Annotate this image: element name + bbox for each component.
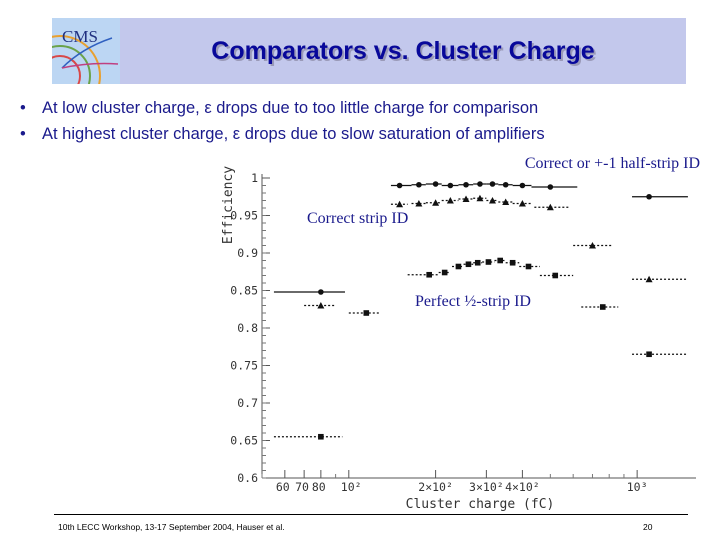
- bullet-2: • At highest cluster charge, ε drops due …: [20, 125, 545, 144]
- x-tick-label: 3×10²: [469, 480, 504, 494]
- data-point-circle: [489, 181, 496, 187]
- data-point-square: [552, 272, 559, 279]
- x-tick-label: 80: [312, 480, 326, 494]
- footer-text: 10th LECC Workshop, 13-17 September 2004…: [58, 522, 285, 532]
- annotation-half-strip: Correct or +-1 half-strip ID: [525, 155, 700, 172]
- data-point-triangle: [502, 198, 510, 205]
- data-point-triangle: [546, 203, 554, 211]
- footer-divider: [54, 514, 688, 515]
- page-number: 20: [643, 522, 653, 532]
- x-tick-label: 4×10²: [505, 480, 540, 494]
- data-point-square: [318, 433, 324, 440]
- series-3: [273, 257, 688, 440]
- data-point-circle: [447, 182, 454, 189]
- logo-text: CMS: [62, 27, 98, 46]
- data-point-square: [465, 261, 472, 268]
- x-axis-label: Cluster charge (fC): [406, 497, 555, 512]
- data-point-triangle: [317, 302, 325, 309]
- data-point-triangle: [432, 199, 440, 206]
- bullet-2-text: At highest cluster charge, ε drops due t…: [42, 125, 545, 143]
- x-tick-label: 10³: [627, 480, 648, 494]
- data-point-triangle: [396, 200, 404, 208]
- y-tick-label: 0.7: [237, 396, 258, 410]
- data-point-triangle: [462, 195, 470, 202]
- series-1: [273, 181, 688, 295]
- data-point-square: [441, 269, 448, 276]
- x-tick-label: 70: [295, 480, 309, 494]
- data-point-triangle: [518, 200, 526, 207]
- annotation-perfect-half-strip: Perfect ½-strip ID: [415, 293, 531, 310]
- y-tick-label: 0.9: [237, 246, 258, 260]
- bullet-1-text: At low cluster charge, ε drops due to to…: [42, 99, 539, 117]
- data-point-square: [497, 257, 503, 264]
- data-point-triangle: [415, 200, 423, 207]
- y-tick-label: 0.75: [230, 359, 258, 373]
- data-point-triangle: [488, 197, 496, 204]
- data-point-square: [599, 304, 606, 310]
- data-point-triangle: [645, 275, 653, 283]
- slide-title: Comparators vs. Cluster Charge: [120, 18, 686, 84]
- y-tick-label: 0.65: [230, 434, 258, 448]
- cms-logo: CMS: [52, 18, 120, 84]
- data-point-circle: [396, 182, 403, 189]
- x-tick-label: 2×10²: [418, 480, 453, 494]
- y-tick-label: 1: [251, 171, 258, 185]
- data-point-circle: [432, 181, 439, 187]
- data-point-square: [485, 259, 492, 265]
- data-point-circle: [318, 289, 324, 295]
- data-point-circle: [646, 193, 652, 200]
- x-tick-label: 60: [276, 480, 290, 494]
- y-tick-label: 0.6: [237, 471, 258, 485]
- data-point-square: [455, 263, 462, 270]
- data-point-square: [363, 310, 370, 316]
- series-2: [304, 194, 688, 309]
- y-tick-label: 0.85: [230, 284, 258, 298]
- bullet-1: • At low cluster charge, ε drops due to t…: [20, 99, 538, 118]
- data-point-square: [474, 259, 481, 266]
- data-point-square: [525, 263, 532, 270]
- data-point-circle: [519, 182, 526, 189]
- data-point-triangle: [588, 242, 596, 249]
- y-axis-label: Efficiency: [221, 166, 236, 244]
- y-tick-label: 0.8: [237, 321, 258, 335]
- data-point-circle: [547, 184, 554, 190]
- y-tick-label: 0.95: [230, 209, 258, 223]
- data-point-circle: [416, 181, 422, 188]
- data-point-square: [509, 259, 516, 266]
- data-point-square: [426, 271, 432, 278]
- x-tick-label: 10²: [341, 480, 362, 494]
- annotation-strip: Correct strip ID: [307, 210, 408, 227]
- data-point-triangle: [476, 194, 484, 202]
- data-point-triangle: [446, 197, 454, 204]
- bullet-dot-icon: •: [20, 125, 26, 143]
- data-point-square: [646, 351, 652, 358]
- data-point-circle: [477, 181, 483, 187]
- slide-title-text: Comparators vs. Cluster Charge: [211, 36, 595, 65]
- title-banner: [52, 18, 686, 84]
- data-point-circle: [502, 181, 509, 188]
- bullet-dot-icon: •: [20, 99, 26, 117]
- data-point-circle: [463, 181, 469, 188]
